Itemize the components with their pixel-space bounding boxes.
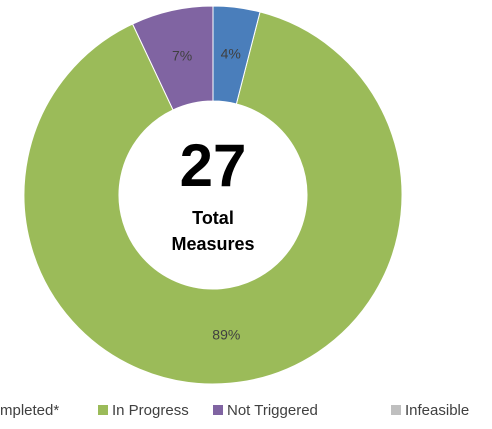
legend-swatch (213, 405, 223, 415)
legend-label: In Progress (112, 402, 189, 419)
legend-label: Infeasible (405, 402, 469, 419)
legend-swatch (98, 405, 108, 415)
slice-label: 7% (172, 48, 192, 64)
slice-label: 89% (212, 327, 240, 343)
slice (23, 11, 403, 385)
slice-label: 4% (221, 45, 241, 61)
center-label: Measures (171, 234, 254, 254)
center-label: Total (192, 208, 234, 228)
center-value: 27 (180, 132, 247, 199)
slice (212, 5, 261, 105)
legend-label: Not Triggered (227, 402, 318, 419)
legend-label: mpleted* (0, 402, 59, 419)
legend-swatch (391, 405, 401, 415)
